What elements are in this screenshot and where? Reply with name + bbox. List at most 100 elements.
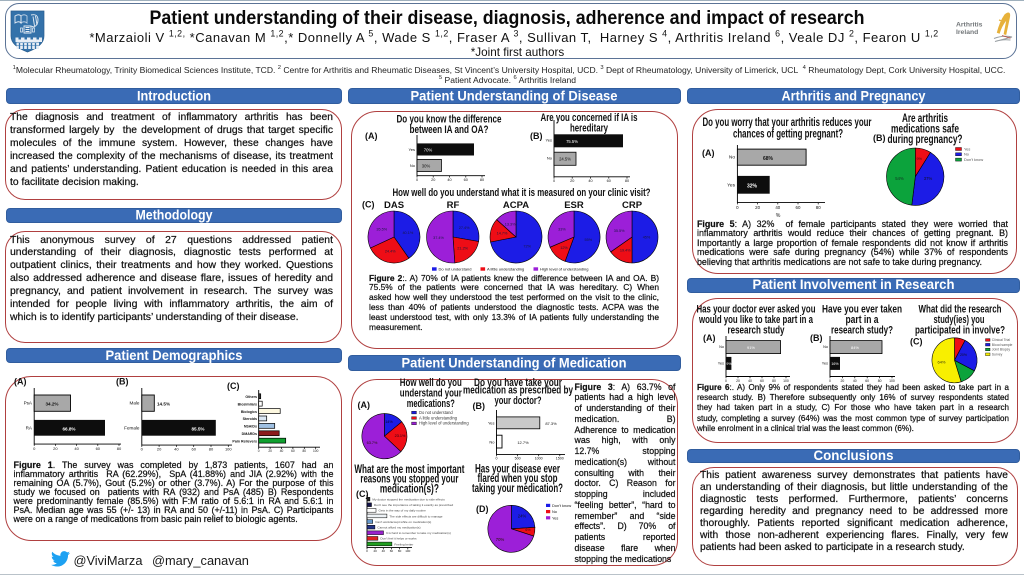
svg-text:Yes: Yes: [545, 138, 552, 143]
svg-text:0: 0: [258, 449, 260, 453]
svg-text:20: 20: [570, 179, 574, 183]
svg-text:Others: Others: [245, 395, 257, 399]
svg-text:medication as prescribed by: medication as prescribed by: [463, 385, 574, 397]
svg-text:Do you have take your: Do you have take your: [474, 377, 563, 389]
svg-text:70%: 70%: [496, 537, 505, 542]
svg-text:My doctor stopped the medicati: My doctor stopped the medication due to …: [372, 498, 445, 502]
svg-text:70%: 70%: [424, 148, 433, 153]
svg-text:63.7%: 63.7%: [367, 441, 378, 445]
svg-text:100: 100: [783, 379, 789, 383]
svg-text:16%: 16%: [831, 362, 839, 366]
svg-text:No: No: [964, 152, 969, 157]
svg-text:ESR: ESR: [564, 200, 584, 211]
svg-text:How well do you understand wha: How well do you understand what it is me…: [393, 187, 651, 199]
svg-text:Conclusions: Conclusions: [814, 447, 894, 463]
svg-text:14%: 14%: [385, 420, 393, 424]
svg-text:60: 60: [390, 549, 394, 553]
svg-text:91%: 91%: [747, 345, 755, 350]
svg-text:Can't work/accept while on med: Can't work/accept while on medication(s): [375, 520, 431, 524]
svg-text:24.4%: 24.4%: [385, 250, 396, 254]
svg-text:Don't see the importance of ta: Don't see the importance of taking it ex…: [374, 503, 453, 507]
svg-text:35.5%: 35.5%: [376, 228, 387, 232]
svg-text:No: No: [547, 156, 553, 161]
svg-text:Has your disease ever: Has your disease ever: [475, 464, 560, 476]
svg-text:medication(s)?: medication(s)?: [380, 483, 439, 495]
svg-text:Feeling better: Feeling better: [394, 542, 413, 546]
svg-text:80: 80: [303, 449, 307, 453]
svg-text:between IA and OA?: between IA and OA?: [410, 124, 489, 136]
svg-text:A little understanding: A little understanding: [419, 415, 458, 420]
svg-text:NSAIDs: NSAIDs: [244, 425, 257, 429]
svg-text:High level of understanding: High level of understanding: [540, 267, 588, 272]
svg-text:Blood sample: Blood sample: [992, 343, 1013, 347]
svg-text:DMARDs: DMARDs: [242, 432, 257, 436]
svg-text:Ireland: Ireland: [956, 29, 978, 36]
svg-text:Methodology: Methodology: [136, 207, 213, 223]
svg-text:your doctor?: your doctor?: [495, 395, 542, 407]
svg-text:19.4%: 19.4%: [620, 248, 631, 252]
svg-text:medications safe: medications safe: [891, 123, 959, 135]
svg-text:9%: 9%: [726, 362, 732, 366]
svg-text:Are you concerned if IA is: Are you concerned if IA is: [541, 112, 638, 124]
svg-text:0: 0: [829, 379, 831, 383]
svg-text:part in a: part in a: [846, 314, 880, 326]
svg-text:Do you know the difference: Do you know the difference: [397, 114, 502, 126]
svg-text:Don't know: Don't know: [964, 157, 983, 162]
svg-text:(C): (C): [356, 489, 369, 499]
svg-text:research study?: research study?: [831, 324, 893, 336]
svg-text:No: No: [489, 439, 495, 444]
svg-text:35.5%: 35.5%: [614, 229, 625, 233]
svg-text:Biologics: Biologics: [241, 410, 257, 414]
svg-text:(A): (A): [14, 377, 27, 387]
svg-text:(A): (A): [358, 400, 371, 410]
svg-text:participated in involve?: participated in involve?: [915, 324, 1005, 336]
svg-text:would you like to take part in: would you like to take part in a: [698, 314, 813, 326]
svg-text:Joint Biopsy: Joint Biopsy: [992, 348, 1011, 352]
svg-text:Introduction: Introduction: [137, 87, 211, 103]
svg-text:Female: Female: [124, 426, 140, 431]
svg-text:9%: 9%: [917, 157, 923, 161]
svg-text:Don't feel it helps or works: Don't feel it helps or works: [380, 537, 417, 541]
svg-text:55%: 55%: [584, 238, 592, 242]
svg-text:24%: 24%: [518, 514, 527, 519]
svg-text:No: No: [729, 155, 735, 161]
svg-text:80: 80: [772, 379, 776, 383]
svg-text:(A): (A): [703, 333, 716, 343]
svg-text:80: 80: [209, 447, 214, 452]
svg-text:20%: 20%: [960, 353, 967, 357]
svg-text:hereditary: hereditary: [570, 123, 609, 135]
svg-text:%: %: [776, 213, 781, 219]
svg-text:14.5%: 14.5%: [157, 402, 170, 407]
svg-text:0: 0: [496, 457, 498, 461]
svg-text:37%: 37%: [924, 176, 933, 181]
svg-text:60: 60: [607, 179, 611, 183]
svg-text:0: 0: [141, 447, 144, 452]
svg-text:40: 40: [853, 379, 857, 383]
svg-text:Patient Demographics: Patient Demographics: [106, 347, 243, 363]
svg-text:chances of getting pregnant?: chances of getting pregnant?: [733, 129, 843, 141]
svg-text:40.1%: 40.1%: [402, 231, 413, 235]
svg-text:Gets in the way of my daily ro: Gets in the way of my daily routine: [379, 509, 427, 513]
svg-text:High level of understanding: High level of understanding: [419, 421, 469, 426]
svg-text:Pain Relievers: Pain Relievers: [232, 439, 257, 443]
svg-text:84%: 84%: [851, 345, 859, 350]
svg-text:40: 40: [588, 179, 592, 183]
svg-text:(A): (A): [365, 131, 378, 141]
svg-text:40: 40: [382, 549, 386, 553]
svg-text:80: 80: [625, 179, 629, 183]
svg-text:60: 60: [191, 447, 196, 452]
svg-text:Do you worry that your arthrit: Do you worry that your arthritis reduces…: [703, 117, 872, 129]
svg-text:research study: research study: [728, 324, 786, 336]
svg-text:0: 0: [553, 179, 555, 183]
svg-text:ACPA: ACPA: [503, 200, 529, 211]
svg-text:20: 20: [755, 205, 760, 210]
svg-text:CRP: CRP: [622, 200, 643, 211]
svg-text:1500: 1500: [556, 457, 564, 461]
svg-text:Yes: Yes: [488, 421, 495, 426]
svg-text:Yes: Yes: [822, 361, 828, 365]
svg-text:reasons you stopped your: reasons you stopped your: [360, 474, 458, 486]
svg-text:45%: 45%: [643, 236, 651, 240]
svg-text:100: 100: [225, 447, 232, 452]
svg-text:0: 0: [725, 379, 727, 383]
svg-text:21.2%: 21.2%: [457, 246, 468, 250]
